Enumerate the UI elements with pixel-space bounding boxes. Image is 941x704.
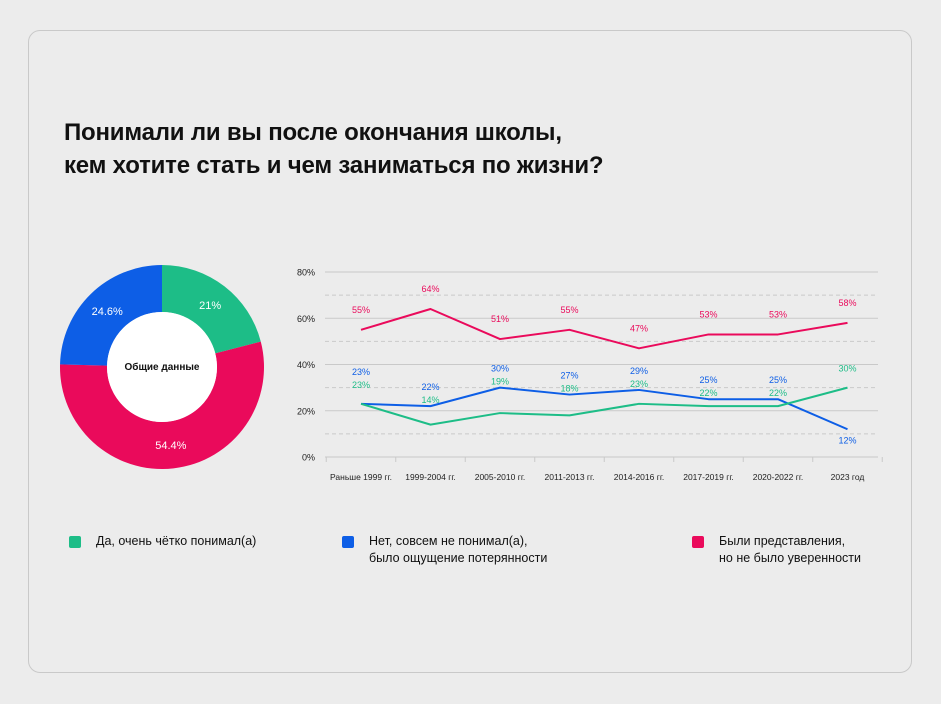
- data-label: 27%: [560, 371, 578, 381]
- y-tick-label: 40%: [297, 360, 315, 370]
- legend-label-blue: Нет, совсем не понимал(а), было ощущение…: [369, 533, 547, 567]
- data-label: 29%: [630, 366, 648, 376]
- x-tick-label: 2023 год: [831, 472, 865, 482]
- donut-center-label: Общие данные: [125, 361, 200, 373]
- title-line-2: кем хотите стать и чем заниматься по жиз…: [64, 152, 604, 179]
- data-label: 55%: [560, 305, 578, 315]
- data-label: 22%: [769, 388, 787, 398]
- x-tick-label: 2014-2016 гг.: [614, 472, 665, 482]
- data-label: 14%: [421, 395, 439, 405]
- data-label: 23%: [352, 367, 370, 377]
- data-label: 12%: [838, 435, 856, 445]
- series-line: [360, 308, 848, 350]
- legend-label-line: но не было уверенности: [719, 551, 861, 565]
- legend-label-green: Да, очень чётко понимал(а): [96, 533, 256, 550]
- data-label: 25%: [699, 375, 717, 385]
- line-chart: 0% 20% 40% 60% 80% Раньше 1999 гг. 1999-2004 г…: [297, 268, 883, 482]
- legend-label-line: Нет, совсем не понимал(а),: [369, 534, 528, 548]
- x-tick-label: 2020-2022 гг.: [753, 472, 804, 482]
- x-tick-label: 2005-2010 гг.: [475, 472, 526, 482]
- data-label: 53%: [699, 309, 717, 319]
- data-label: 25%: [769, 375, 787, 385]
- data-label: 30%: [838, 364, 856, 374]
- donut-slice-label: 21%: [199, 300, 221, 312]
- title-line-1: Понимали ли вы после окончания школы,: [64, 119, 562, 146]
- data-label: 53%: [769, 309, 787, 319]
- y-tick-label: 0%: [302, 453, 315, 463]
- page-title: Понимали ли вы после окончания школы, ке…: [64, 116, 604, 182]
- data-label: 18%: [560, 384, 578, 394]
- legend-swatch-red: [692, 536, 704, 548]
- donut-slice-label: 24.6%: [92, 306, 123, 318]
- data-label: 22%: [421, 382, 439, 392]
- donut-slice: [60, 265, 162, 366]
- y-tick-label: 80%: [297, 268, 315, 278]
- data-label: 64%: [421, 284, 439, 294]
- data-label: 23%: [630, 379, 648, 389]
- legend-swatch-green: [69, 536, 81, 548]
- legend-swatch-blue: [342, 536, 354, 548]
- legend-label-line: Были представления,: [719, 534, 846, 548]
- donut-slice-label: 54.4%: [155, 440, 186, 452]
- y-tick-label: 60%: [297, 314, 315, 324]
- series-line: [360, 386, 848, 426]
- data-label: 58%: [838, 298, 856, 308]
- legend-label-line: было ощущение потерянности: [369, 551, 548, 565]
- data-label: 23%: [352, 380, 370, 390]
- data-label: 19%: [491, 377, 509, 387]
- data-label: 47%: [630, 323, 648, 333]
- data-label: 30%: [491, 364, 509, 374]
- data-label: 22%: [699, 388, 717, 398]
- data-label: 55%: [352, 305, 370, 315]
- donut-slice: [162, 265, 261, 354]
- x-tick-label: Раньше 1999 гг.: [330, 472, 392, 482]
- y-tick-label: 20%: [297, 406, 315, 416]
- data-label: 51%: [491, 314, 509, 324]
- x-tick-label: 2017-2019 гг.: [683, 472, 734, 482]
- series-line: [360, 386, 848, 431]
- donut-chart: 21% 54.4% 24.6% Общие данные: [60, 265, 264, 469]
- x-tick-label: 2011-2013 гг.: [545, 472, 595, 482]
- donut-slice: [60, 341, 264, 469]
- legend-label-red: Были представления, но не было увереннос…: [719, 533, 861, 567]
- donut-hole: [107, 312, 217, 422]
- legend-label-line: Да, очень чётко понимал(а): [96, 534, 257, 548]
- x-tick-label: 1999-2004 гг.: [405, 472, 456, 482]
